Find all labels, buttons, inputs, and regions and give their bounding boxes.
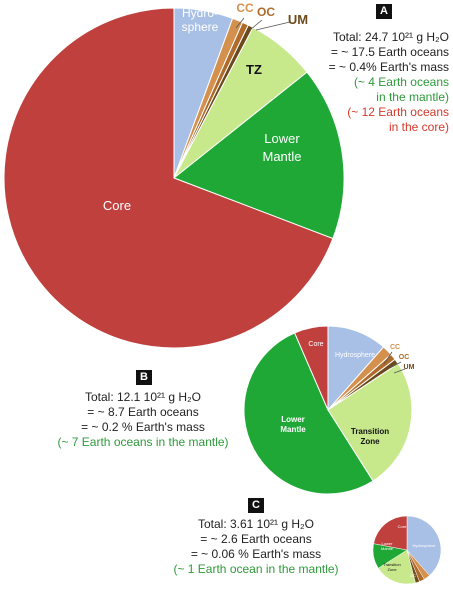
info-a-total: Total: 24.7 10²¹ g H₂O [332, 30, 449, 44]
info-c: Total: 3.61 10²¹ g H₂O = ~ 2.6 Earth oce… [150, 517, 362, 577]
info-b-total: Total: 12.1 10²¹ g H₂O [84, 390, 202, 404]
panel-label-c: C [248, 498, 264, 513]
info-b-oceans: = ~ 8.7 Earth oceans [87, 405, 199, 419]
pie-c-slice-hydrosphere [406, 515, 442, 576]
info-c-total: Total: 3.61 10²¹ g H₂O [197, 517, 315, 531]
panel-label-b: B [136, 370, 152, 385]
pie-b-slice-lower-mantle [243, 332, 374, 495]
pie-b-leader-line [389, 361, 402, 369]
pie-b-label-um: UM [404, 364, 415, 371]
info-a-mass: = ~ 0.4% Earth's mass [328, 60, 449, 74]
info-c-mantle: (~ 1 Earth ocean in the mantle) [173, 562, 339, 576]
pie-a-label-lower-mantle: Lower Mantle [262, 131, 301, 164]
pie-b-leader-line [393, 368, 406, 374]
pie-c-label-core: Core [398, 524, 407, 529]
pie-a-label-tz: TZ [246, 62, 262, 77]
pie-b: Hydrosphere CC OC UM Transition Zone Lower Mant… [243, 325, 415, 495]
info-b-mantle: (~ 7 Earth oceans in the mantle) [57, 435, 229, 449]
pie-c: Hydrosphere OC Transition Zone Lower Mantle Co… [372, 515, 442, 585]
info-a-core-2: in the core) [388, 120, 449, 134]
pie-b-slice-core [293, 325, 329, 411]
pie-c-label-oc: OC [410, 573, 416, 578]
pie-c-slice-core [373, 515, 408, 551]
pie-b-label-core: Core [308, 341, 323, 348]
pie-c-slice-tz [377, 549, 416, 585]
pie-a-leader-line [235, 17, 245, 29]
pie-c-label-tz: Transition Zone [383, 562, 400, 572]
info-a: Total: 24.7 10²¹ g H₂O = ~ 17.5 Earth oc… [329, 30, 449, 135]
pie-a-leader-line [249, 19, 263, 31]
info-c-mass: = ~ 0.06 % Earth's mass [190, 547, 322, 561]
info-b: Total: 12.1 10²¹ g H₂O = ~ 8.7 Earth oce… [28, 390, 258, 450]
pie-b-leader-line [383, 351, 393, 365]
pie-a: Hydro-sphere CC OC UM TZ Lower Mantle Core [3, 1, 345, 349]
pie-a-slice-lower-mantle [173, 71, 345, 240]
pie-a-slice-core [3, 7, 334, 349]
pie-a-leader-line [255, 21, 291, 31]
pie-b-slice-tz [327, 362, 413, 482]
info-a-mantle-1: (~ 4 Earth oceans [353, 75, 449, 89]
info-c-oceans: = ~ 2.6 Earth oceans [200, 532, 312, 546]
pie-b-label-cc: CC [390, 344, 400, 351]
panel-label-a: A [376, 4, 392, 19]
info-a-mantle-2: in the mantle) [376, 90, 449, 104]
pie-b-label-lower-mantle: Lower Mantle [280, 415, 306, 434]
pie-a-label-core: Core [103, 198, 131, 213]
pie-a-label-hydrosphere: Hydro-sphere [182, 6, 219, 34]
pie-c-label-lower-mantle: Lower Mantle [381, 541, 394, 551]
pie-a-label-oc: OC [257, 5, 275, 19]
pie-a-label-cc: CC [236, 1, 254, 15]
pie-c-label-hydrosphere: Hydrosphere [413, 543, 437, 548]
pie-b-label-tz: Transition Zone [351, 427, 389, 446]
info-a-core-1: (~ 12 Earth oceans [347, 105, 449, 119]
info-b-mass: = ~ 0.2 % Earth's mass [81, 420, 205, 434]
pie-a-label-um: UM [288, 12, 308, 27]
pie-b-label-hydrosphere: Hydrosphere [335, 352, 375, 359]
pie-b-label-oc: OC [399, 354, 410, 361]
info-a-oceans: = ~ 17.5 Earth oceans [330, 45, 449, 59]
